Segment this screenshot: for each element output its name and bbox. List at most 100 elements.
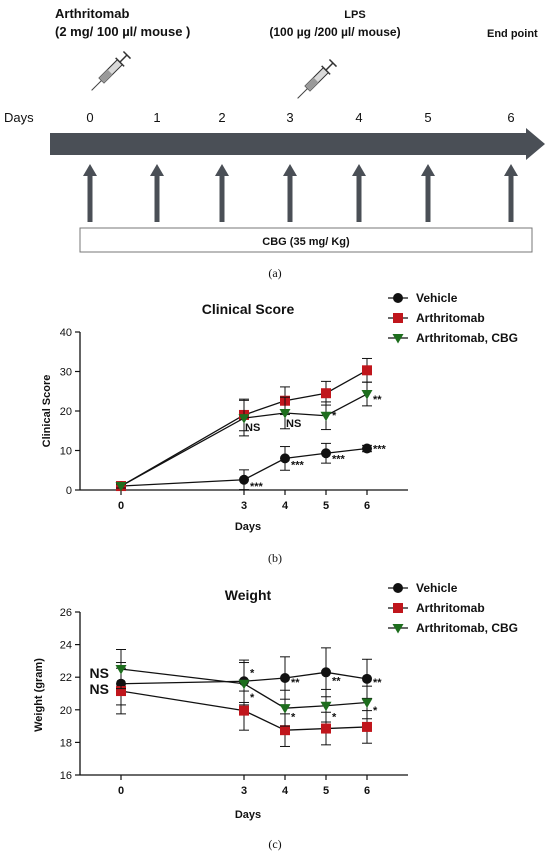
legend-label: Vehicle bbox=[416, 291, 458, 305]
arthritomab-title: Arthritomab bbox=[55, 6, 129, 21]
annotation: ** bbox=[373, 394, 382, 406]
x-tick-label: 3 bbox=[241, 785, 247, 797]
dose-arrows bbox=[83, 164, 518, 222]
x-tick-label: 6 bbox=[364, 500, 370, 512]
y-axis-label: Clinical Score bbox=[41, 375, 53, 448]
annotation: ** bbox=[291, 677, 300, 689]
day-label: 2 bbox=[218, 110, 225, 125]
annotation: * bbox=[332, 410, 337, 422]
days-label: Days bbox=[4, 110, 34, 125]
data-point bbox=[280, 725, 290, 735]
day-label: 6 bbox=[507, 110, 514, 125]
caption-c: (c) bbox=[268, 837, 281, 851]
annotation: *** bbox=[291, 459, 305, 471]
data-point bbox=[321, 448, 331, 458]
chart-title: Weight bbox=[225, 587, 272, 603]
up-arrow-shaft bbox=[426, 174, 431, 222]
caption-a: (a) bbox=[268, 266, 281, 280]
data-point bbox=[362, 674, 372, 684]
caption-b: (b) bbox=[268, 551, 282, 565]
day-label: 0 bbox=[86, 110, 93, 125]
y-tick-label: 10 bbox=[60, 446, 72, 458]
legend-marker bbox=[393, 334, 404, 344]
legend-marker bbox=[393, 293, 403, 303]
data-point bbox=[321, 412, 332, 422]
y-tick-label: 30 bbox=[60, 367, 72, 379]
annotation: * bbox=[332, 711, 337, 723]
data-point bbox=[280, 673, 290, 683]
y-tick-label: 22 bbox=[60, 672, 72, 684]
data-point bbox=[321, 724, 331, 734]
x-tick-label: 4 bbox=[282, 785, 289, 797]
up-arrow-shaft bbox=[220, 174, 225, 222]
annotation: * bbox=[373, 705, 378, 717]
data-point bbox=[362, 390, 373, 400]
y-axis-label: Weight (gram) bbox=[33, 658, 45, 732]
legend-label: Arthritomab bbox=[416, 311, 485, 325]
data-point bbox=[321, 388, 331, 398]
arthritomab-dose: (2 mg/ 100 µl/ mouse ) bbox=[55, 24, 190, 39]
day-label: 3 bbox=[286, 110, 293, 125]
day-label: 5 bbox=[424, 110, 431, 125]
lps-title: LPS bbox=[344, 9, 365, 21]
annotation: *** bbox=[373, 444, 387, 456]
y-tick-label: 16 bbox=[60, 770, 72, 782]
up-arrow-shaft bbox=[357, 174, 362, 222]
annotation: ** bbox=[373, 677, 382, 689]
x-tick-label: 6 bbox=[364, 785, 370, 797]
up-arrow-shaft bbox=[155, 174, 160, 222]
weight-chart: Weight Weight (gram) Days 16 18 20 22 24 26 0 3… bbox=[33, 581, 518, 851]
up-arrow-shaft bbox=[509, 174, 514, 222]
legend-label: Arthritomab, CBG bbox=[416, 621, 518, 635]
y-tick-label: 18 bbox=[60, 737, 72, 749]
up-arrow-head bbox=[504, 164, 518, 176]
end-point-label: End point bbox=[487, 28, 538, 40]
x-tick-label: 0 bbox=[118, 500, 124, 512]
y-tick-label: 24 bbox=[60, 640, 72, 652]
up-arrow-shaft bbox=[288, 174, 293, 222]
cbg-box-label: CBG (35 mg/ Kg) bbox=[262, 236, 350, 248]
legend-marker bbox=[393, 624, 404, 634]
legend-marker bbox=[393, 603, 403, 613]
legend-label: Vehicle bbox=[416, 581, 458, 595]
y-tick-label: 26 bbox=[60, 607, 72, 619]
timeline-panel: Arthritomab (2 mg/ 100 µl/ mouse ) LPS (… bbox=[4, 6, 545, 280]
data-point bbox=[239, 680, 250, 690]
data-point bbox=[362, 444, 372, 454]
data-point bbox=[239, 475, 249, 485]
x-tick-label: 5 bbox=[323, 500, 329, 512]
x-tick-label: 3 bbox=[241, 500, 247, 512]
annotation: * bbox=[250, 667, 255, 679]
syringe-icon bbox=[293, 59, 337, 103]
up-arrow-shaft bbox=[88, 174, 93, 222]
data-point bbox=[280, 704, 291, 714]
annotation: NS bbox=[245, 422, 260, 434]
day-label: 4 bbox=[355, 110, 362, 125]
data-point bbox=[280, 453, 290, 463]
y-tick-label: 20 bbox=[60, 705, 72, 717]
up-arrow-head bbox=[83, 164, 97, 176]
y-tick-label: 40 bbox=[60, 327, 72, 339]
x-axis-label: Days bbox=[235, 521, 261, 533]
up-arrow-head bbox=[150, 164, 164, 176]
annotation: NS bbox=[90, 665, 109, 681]
up-arrow-head bbox=[421, 164, 435, 176]
annotation: NS bbox=[90, 681, 109, 697]
legend-label: Arthritomab bbox=[416, 601, 485, 615]
day-label: 1 bbox=[153, 110, 160, 125]
up-arrow-head bbox=[215, 164, 229, 176]
legend: Vehicle Arthritomab Arthritomab, CBG bbox=[388, 291, 518, 345]
annotation: *** bbox=[250, 481, 264, 493]
legend-marker bbox=[393, 583, 403, 593]
y-tick-label: 0 bbox=[66, 485, 72, 497]
x-tick-label: 0 bbox=[118, 785, 124, 797]
chart-title: Clinical Score bbox=[202, 301, 295, 317]
x-tick-label: 4 bbox=[282, 500, 289, 512]
legend: Vehicle Arthritomab Arthritomab, CBG bbox=[388, 581, 518, 635]
annotation: NS bbox=[286, 418, 301, 430]
syringe-icon bbox=[87, 51, 131, 95]
data-point bbox=[362, 365, 372, 375]
annotation: *** bbox=[332, 453, 346, 465]
